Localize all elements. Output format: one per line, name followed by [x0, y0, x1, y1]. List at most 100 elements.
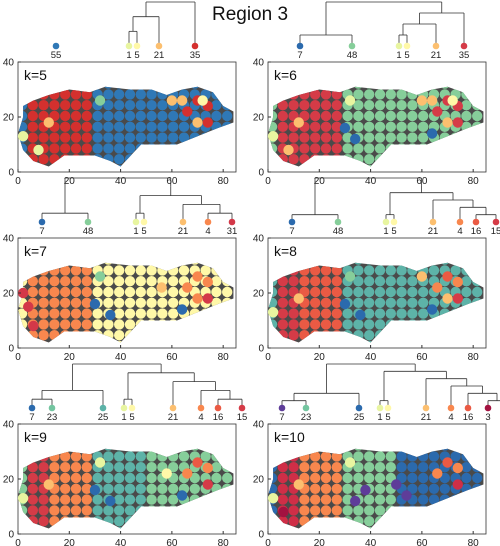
data-point	[182, 468, 193, 479]
grid-point	[114, 494, 125, 505]
y-tick-label: 40	[253, 420, 265, 431]
grid-point	[27, 472, 38, 484]
grid-point	[374, 483, 386, 494]
grid-point	[81, 143, 93, 154]
dendrogram: 723251521416312	[278, 363, 500, 423]
grid-point	[70, 462, 82, 473]
data-point	[452, 479, 463, 490]
grid-point	[342, 505, 353, 516]
grid-point	[374, 143, 386, 154]
grid-point	[103, 89, 114, 100]
grid-point	[157, 483, 168, 494]
data-point	[182, 282, 193, 293]
grid-point	[364, 297, 375, 308]
grid-point	[320, 297, 332, 308]
data-point	[105, 495, 116, 507]
grid-point	[277, 494, 288, 505]
grid-point	[310, 297, 321, 308]
grid-point	[472, 286, 483, 298]
grid-point	[81, 276, 93, 287]
grid-point	[439, 472, 450, 484]
grid-point	[114, 100, 125, 111]
grid-point	[59, 121, 71, 132]
cluster-size-label: 15	[237, 412, 248, 423]
grid-point	[353, 121, 364, 132]
grid-point	[418, 462, 429, 473]
grid-point	[331, 100, 342, 111]
x-tick-label: 20	[64, 352, 76, 363]
cluster-marker	[228, 218, 236, 226]
grid-point	[70, 472, 82, 484]
grid-point	[299, 143, 310, 154]
grid-point	[59, 143, 71, 154]
data-point	[192, 457, 203, 468]
grid-point	[320, 483, 332, 494]
grid-point	[103, 143, 114, 154]
grid-point	[70, 308, 82, 319]
data-point	[89, 484, 101, 496]
grid-point	[396, 286, 407, 298]
grid-point	[146, 472, 157, 484]
x-tick-label: 60	[166, 176, 178, 187]
cluster-size-label: 7	[29, 412, 34, 423]
grid-point	[364, 516, 375, 527]
grid-point	[407, 483, 418, 494]
data-point	[452, 117, 463, 128]
grid-point	[135, 494, 146, 505]
data-point	[202, 479, 213, 490]
grid-point	[124, 505, 136, 516]
grid-point	[114, 132, 125, 143]
grid-point	[277, 462, 288, 473]
grid-point	[81, 121, 93, 132]
grid-point	[385, 286, 396, 298]
grid-point	[299, 319, 310, 330]
grid-point	[396, 451, 407, 462]
grid-point	[103, 121, 114, 132]
grid-point	[135, 286, 146, 298]
grid-point	[114, 451, 125, 462]
data-point	[33, 144, 44, 156]
grid-point	[135, 472, 146, 484]
data-point	[17, 131, 29, 142]
grid-point	[49, 286, 60, 298]
grid-point	[38, 505, 49, 516]
dendrogram: 7 48 1 5 21 35	[296, 1, 469, 61]
x-tick-label: 40	[365, 176, 377, 187]
grid-point	[103, 483, 114, 494]
grid-point	[374, 89, 386, 100]
grid-point	[114, 516, 125, 527]
y-tick-label: 20	[3, 289, 15, 300]
grid-point	[146, 276, 157, 287]
data-point	[176, 95, 188, 106]
grid-point	[81, 132, 93, 143]
y-tick-label: 0	[8, 344, 14, 355]
data-point	[267, 493, 279, 504]
grid-point	[374, 286, 386, 298]
grid-point	[178, 451, 190, 462]
grid-point	[331, 121, 342, 132]
grid-point	[385, 89, 396, 100]
grid-point	[374, 121, 386, 132]
grid-point	[364, 89, 375, 100]
data-point	[176, 304, 188, 315]
grid-point	[353, 472, 364, 484]
grid-point	[353, 286, 364, 298]
grid-point	[320, 308, 332, 319]
cluster-size-label: 1	[377, 412, 382, 423]
grid-point	[211, 276, 222, 287]
grid-point	[135, 308, 146, 319]
grid-point	[81, 462, 93, 473]
grid-point	[103, 462, 114, 473]
grid-point	[114, 330, 125, 341]
data-point	[166, 95, 178, 106]
y-tick-label: 40	[3, 58, 15, 69]
grid-point	[461, 110, 472, 122]
grid-point	[277, 276, 288, 287]
grid-point	[310, 265, 321, 276]
grid-point	[331, 483, 342, 494]
cluster-size-label: 48	[83, 226, 94, 237]
grid-point	[310, 451, 321, 462]
grid-point	[135, 483, 146, 494]
data-point	[452, 293, 463, 304]
